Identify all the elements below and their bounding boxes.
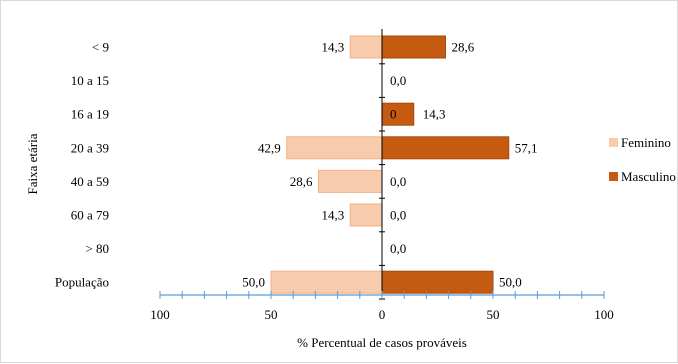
bar-masculino: [381, 35, 446, 59]
bar-masculino: [381, 270, 494, 294]
x-tick-label: 100: [594, 307, 614, 322]
data-label-masculino: 14,3: [423, 107, 446, 122]
x-tick-label: 50: [487, 307, 500, 322]
legend-feminino-label: Feminino: [621, 135, 671, 150]
category-label: < 9: [92, 40, 109, 55]
category-label: População: [55, 275, 109, 290]
bar-feminino: [318, 169, 383, 193]
data-label-masculino: 0,0: [390, 208, 406, 223]
category-label: 16 a 19: [71, 107, 109, 122]
legend-masculino-swatch: [609, 172, 618, 181]
bar-masculino: [381, 102, 415, 126]
bar-feminino: [349, 35, 383, 59]
category-label: 10 a 15: [71, 73, 109, 88]
legend-feminino-swatch: [609, 138, 618, 147]
legend-layer: Feminino Masculino: [609, 135, 676, 184]
data-label-masculino: 50,0: [499, 275, 522, 290]
bar-masculino: [381, 136, 510, 160]
category-label: > 80: [85, 241, 109, 256]
category-label: 60 a 79: [71, 208, 109, 223]
data-label-masculino: 0,0: [390, 241, 406, 256]
data-label-masculino: 0,0: [390, 73, 406, 88]
x-axis-title: % Percentual de casos prováveis: [297, 335, 467, 350]
data-label-feminino: 42,9: [258, 140, 281, 155]
bar-feminino: [349, 203, 383, 227]
data-label-feminino: 50,0: [242, 275, 265, 290]
y-axis-title: Faixa etária: [25, 133, 40, 194]
data-label-masculino: 0,0: [390, 174, 406, 189]
axis-layer: 100 50 0 50 100 % Percentual de casos prováve…: [25, 29, 614, 350]
x-tick-label: 50: [265, 307, 278, 322]
bar-feminino: [286, 136, 383, 160]
category-label: 20 a 39: [71, 140, 109, 155]
bars-layer: [270, 35, 510, 294]
x-tick-label: 0: [379, 307, 386, 322]
data-label-feminino: 14,3: [322, 208, 345, 223]
legend-masculino-label: Masculino: [621, 169, 676, 184]
data-label-feminino: 14,3: [322, 40, 345, 55]
data-label-masculino: 28,6: [451, 40, 474, 55]
data-label-feminino: 0: [390, 107, 397, 122]
bar-feminino: [270, 270, 383, 294]
labels-layer: < 9 14,3 28,6 10 a 15 0,0 16 a 19 0 14,3 20 a 39…: [55, 40, 538, 290]
data-label-feminino: 28,6: [290, 174, 313, 189]
category-label: 40 a 59: [71, 174, 109, 189]
data-label-masculino: 57,1: [515, 140, 538, 155]
x-tick-label: 100: [150, 307, 170, 322]
